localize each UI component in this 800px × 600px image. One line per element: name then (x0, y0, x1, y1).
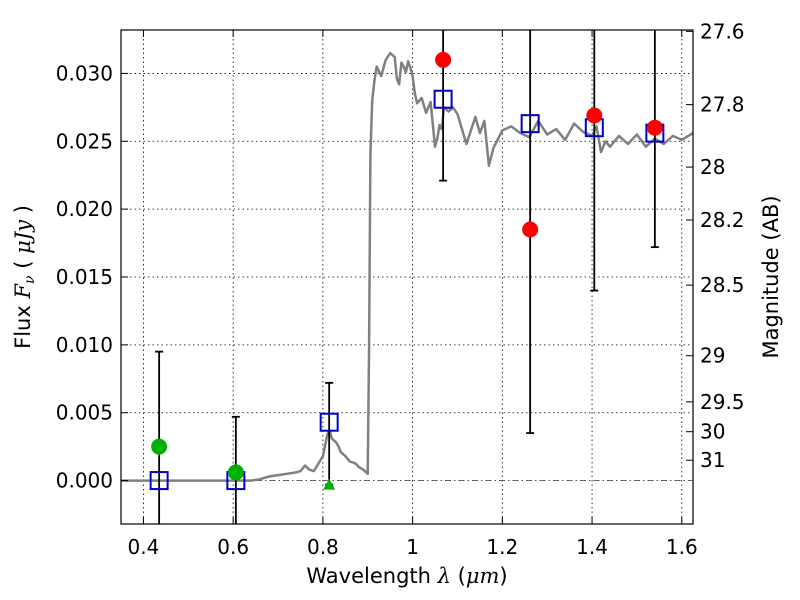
data-point-circle (151, 438, 168, 455)
y-tick-labels: 0.000 0.005 0.010 0.015 0.020 0.025 0.030 (56, 61, 113, 492)
x-tick-labels: 0.4 0.6 0.8 1 1.2 1.4 1.6 (128, 535, 698, 559)
data-point-circle (435, 51, 452, 68)
data-point-circle (586, 107, 603, 124)
x-tick-label: 1.6 (666, 535, 698, 559)
error-bars (155, 30, 659, 524)
model-sed-line (121, 51, 694, 482)
x-tick-label: 0.8 (307, 535, 339, 559)
x-axis-label: Wavelength λ (μm) (306, 564, 507, 588)
y-tick-label: 0.005 (56, 401, 113, 425)
y-tick-label: 0.000 (56, 469, 113, 493)
upper-limit-triangle (323, 478, 336, 490)
mag-tick-label: 28 (700, 155, 725, 179)
magnitude-tick-labels: 27.6 27.8 28 28.2 28.5 29 29.5 30 31 (700, 19, 745, 472)
model-photometry-square (149, 471, 169, 491)
x-tick-label: 1.4 (576, 535, 608, 559)
y2-axis-label: Magnitude (AB) (759, 195, 783, 358)
y-tick-label: 0.015 (56, 265, 113, 289)
y-tick-label: 0.030 (56, 61, 113, 85)
data-point-circle (522, 221, 539, 238)
y-axis-label: Flux Fν ( μJy ) (11, 205, 38, 349)
y-tick-label: 0.025 (56, 129, 113, 153)
model-photometry-square (319, 412, 339, 432)
mag-tick-label: 31 (700, 448, 725, 472)
mag-tick-label: 28.2 (700, 208, 745, 232)
grid-lines (121, 30, 693, 524)
data-point-circle (646, 119, 663, 136)
axis-ticks (121, 30, 693, 524)
model-photometry-square (433, 89, 453, 109)
x-tick-label: 0.6 (217, 535, 249, 559)
mag-tick-label: 27.8 (700, 93, 745, 117)
mag-tick-label: 29.5 (700, 390, 745, 414)
x-tick-label: 1 (406, 535, 419, 559)
mag-tick-label: 30 (700, 420, 725, 444)
data-point-circle (227, 464, 244, 481)
data-markers (149, 51, 665, 491)
model-sed-layer (121, 51, 694, 482)
x-tick-label: 0.4 (128, 535, 160, 559)
y-tick-label: 0.010 (56, 333, 113, 357)
mag-tick-label: 27.6 (700, 19, 745, 43)
x-tick-label: 1.2 (486, 535, 518, 559)
mag-tick-label: 29 (700, 344, 725, 368)
mag-tick-label: 28.5 (700, 273, 745, 297)
y-tick-label: 0.020 (56, 197, 113, 221)
model-photometry-square (520, 114, 540, 134)
